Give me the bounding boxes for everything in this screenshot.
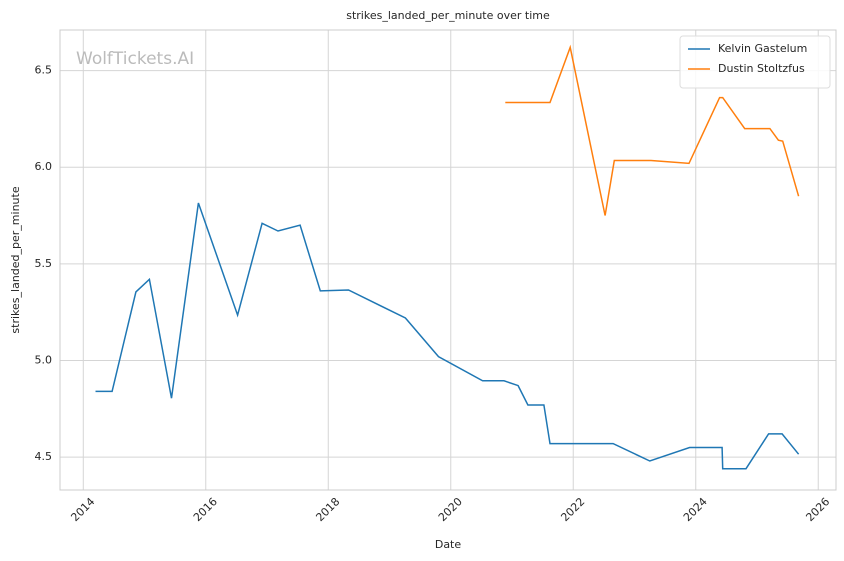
x-tick-label: 2016 (191, 495, 220, 524)
series-line (505, 44, 800, 216)
x-tick-label: 2018 (313, 495, 342, 524)
x-tick-label: 2026 (803, 495, 832, 524)
y-tick-label: 4.5 (35, 450, 53, 463)
y-tick-label: 5.5 (35, 257, 53, 270)
legend-box (679, 35, 831, 89)
y-tick-label: 5.0 (35, 354, 53, 367)
x-tick-label: 2020 (436, 495, 465, 524)
watermark: WolfTickets.AI (76, 49, 194, 69)
chart-title: strikes_landed_per_minute over time (346, 9, 550, 22)
y-axis-label: strikes_landed_per_minute (9, 186, 22, 333)
x-axis-label: Date (435, 538, 462, 551)
x-tick-label: 2024 (681, 495, 710, 524)
y-tick-label: 6.5 (35, 64, 53, 77)
series-line (95, 202, 800, 470)
legend-label: Kelvin Gastelum (718, 42, 807, 55)
y-tick-label: 6.0 (35, 160, 53, 173)
legend-label: Dustin Stoltzfus (718, 62, 805, 75)
x-tick-label: 2014 (68, 495, 97, 524)
x-tick-label: 2022 (558, 495, 587, 524)
plot-frame (59, 29, 837, 491)
